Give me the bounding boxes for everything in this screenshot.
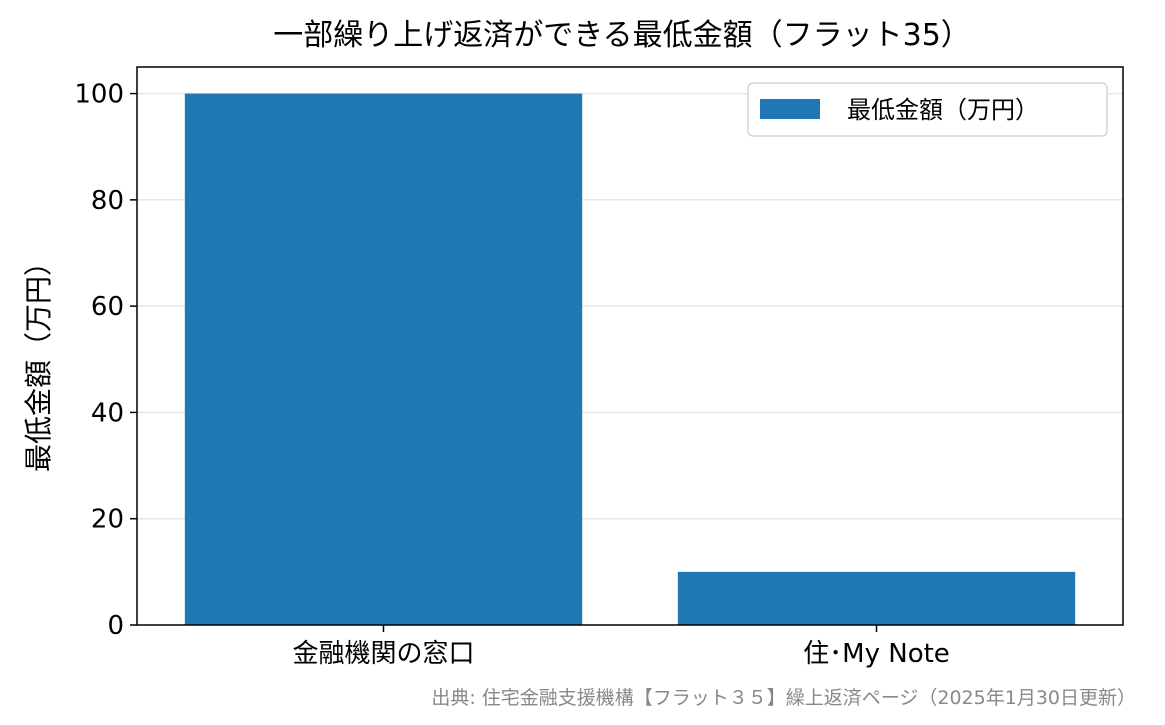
y-axis-label: 最低金額（万円） <box>22 248 55 472</box>
plot-frame <box>136 66 1124 626</box>
bar <box>184 93 583 626</box>
x-tick-label: 金融機関の窓口 <box>292 639 474 669</box>
x-axis-ticks: 金融機関の窓口 住･My Note <box>292 625 950 669</box>
legend-label: 最低金額（万円） <box>847 96 1039 124</box>
y-tick-label: 0 <box>107 611 124 641</box>
y-tick-label: 80 <box>91 186 124 216</box>
y-tick-label: 40 <box>91 398 124 428</box>
bar <box>677 571 1076 625</box>
legend-box <box>747 82 1108 137</box>
legend: 最低金額（万円） <box>747 82 1108 137</box>
legend-swatch <box>760 99 820 119</box>
y-tick-label: 100 <box>74 80 124 110</box>
y-axis-ticks: 0 20 40 60 80 100 <box>74 80 137 641</box>
source-note: 出典: 住宅金融支援機構【フラット３５】繰上返済ページ（2025年1月30日更新… <box>431 687 1136 709</box>
bars <box>184 93 1076 626</box>
y-tick-label: 20 <box>91 505 124 535</box>
y-tick-label: 60 <box>91 292 124 322</box>
chart-title: 一部繰り上げ返済ができる最低金額（フラット35） <box>273 18 971 53</box>
x-tick-label: 住･My Note <box>803 639 950 669</box>
